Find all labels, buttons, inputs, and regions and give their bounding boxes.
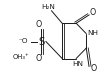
Text: OH₃⁺: OH₃⁺	[12, 54, 29, 60]
Text: H₂N: H₂N	[41, 4, 55, 10]
Text: O: O	[90, 8, 96, 17]
Text: ⁻O: ⁻O	[19, 38, 28, 44]
Text: O: O	[36, 20, 42, 29]
Text: S: S	[38, 37, 45, 46]
Text: O: O	[90, 64, 97, 73]
Text: HN: HN	[72, 61, 83, 67]
Text: NH: NH	[87, 30, 98, 36]
Text: O: O	[36, 54, 42, 63]
